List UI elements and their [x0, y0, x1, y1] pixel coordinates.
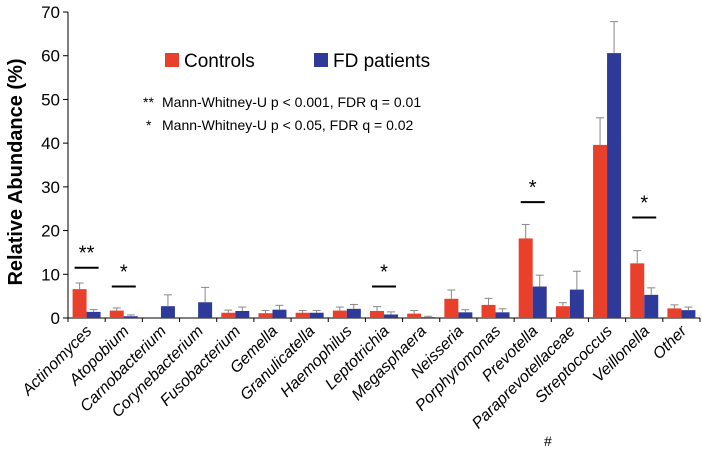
bar-fd-patients — [532, 286, 547, 318]
y-tick-label: 40 — [41, 134, 60, 153]
y-tick-label: 0 — [51, 309, 60, 328]
note-symbol-double-star: ** — [143, 94, 154, 110]
bar-fd-patients — [495, 312, 510, 318]
category-label: Other — [650, 322, 691, 363]
bar-controls — [221, 312, 236, 318]
note-text-double-star: Mann-Whitney-U p < 0.001, FDR q = 0.01 — [162, 94, 421, 110]
legend-swatch-fd-patients — [314, 53, 328, 67]
bar-fd-patients — [569, 289, 584, 318]
significance-markers: *** *** — [74, 177, 657, 288]
bar-controls — [518, 238, 533, 318]
bar-controls — [295, 312, 310, 318]
bar-fd-patients — [421, 317, 436, 318]
legend: Controls FD patients — [165, 51, 430, 72]
significance-symbol: * — [529, 177, 537, 199]
significance-symbol: ** — [79, 243, 95, 265]
bar-fd-patients — [309, 312, 324, 318]
note-text-single-star: Mann-Whitney-U p < 0.05, FDR q = 0.02 — [162, 117, 414, 133]
bar-controls — [72, 289, 87, 318]
bar-fd-patients — [198, 302, 213, 318]
bar-fd-patients — [235, 311, 250, 318]
legend-label-controls: Controls — [184, 51, 255, 72]
y-tick-label: 60 — [41, 47, 60, 66]
category-prefix-symbol: # — [544, 433, 552, 449]
legend-swatch-controls — [165, 53, 179, 67]
y-tick-label: 10 — [41, 265, 60, 284]
bars-group — [72, 21, 696, 318]
bar-controls — [109, 310, 124, 318]
bar-controls — [593, 144, 608, 318]
y-axis-label: Relative Abundance (%) — [5, 58, 27, 285]
significance-notes: ** Mann-Whitney-U p < 0.001, FDR q = 0.0… — [143, 94, 421, 133]
bar-controls — [407, 313, 422, 318]
y-tick-label: 70 — [41, 3, 60, 22]
bar-fd-patients — [86, 311, 101, 318]
significance-symbol: * — [380, 262, 388, 284]
significance-symbol: * — [120, 262, 128, 284]
bar-controls — [630, 263, 645, 318]
bar-fd-patients — [384, 314, 398, 318]
category-labels: ActinomycesAtopobiumCarnobacteriumCoryne… — [19, 322, 691, 449]
y-tick-label: 50 — [41, 90, 60, 109]
bar-controls — [555, 306, 570, 318]
significance-symbol: * — [640, 192, 648, 214]
bar-fd-patients — [160, 306, 175, 318]
bar-controls — [444, 298, 459, 318]
bar-controls — [332, 310, 347, 318]
note-symbol-single-star: * — [146, 117, 152, 133]
bar-fd-patients — [458, 312, 473, 318]
bar-fd-patients — [346, 308, 361, 318]
legend-label-fd-patients: FD patients — [333, 51, 430, 72]
bar-controls — [370, 311, 384, 318]
bar-controls — [258, 313, 273, 318]
bar-fd-patients — [123, 316, 138, 318]
bar-fd-patients — [272, 309, 287, 318]
bar-controls — [667, 308, 682, 318]
y-tick-label: 20 — [41, 222, 60, 241]
bar-fd-patients — [644, 294, 659, 318]
bar-controls — [481, 304, 496, 318]
y-tick-label: 30 — [41, 178, 60, 197]
bar-fd-patients — [681, 310, 696, 318]
bar-fd-patients — [607, 53, 622, 318]
